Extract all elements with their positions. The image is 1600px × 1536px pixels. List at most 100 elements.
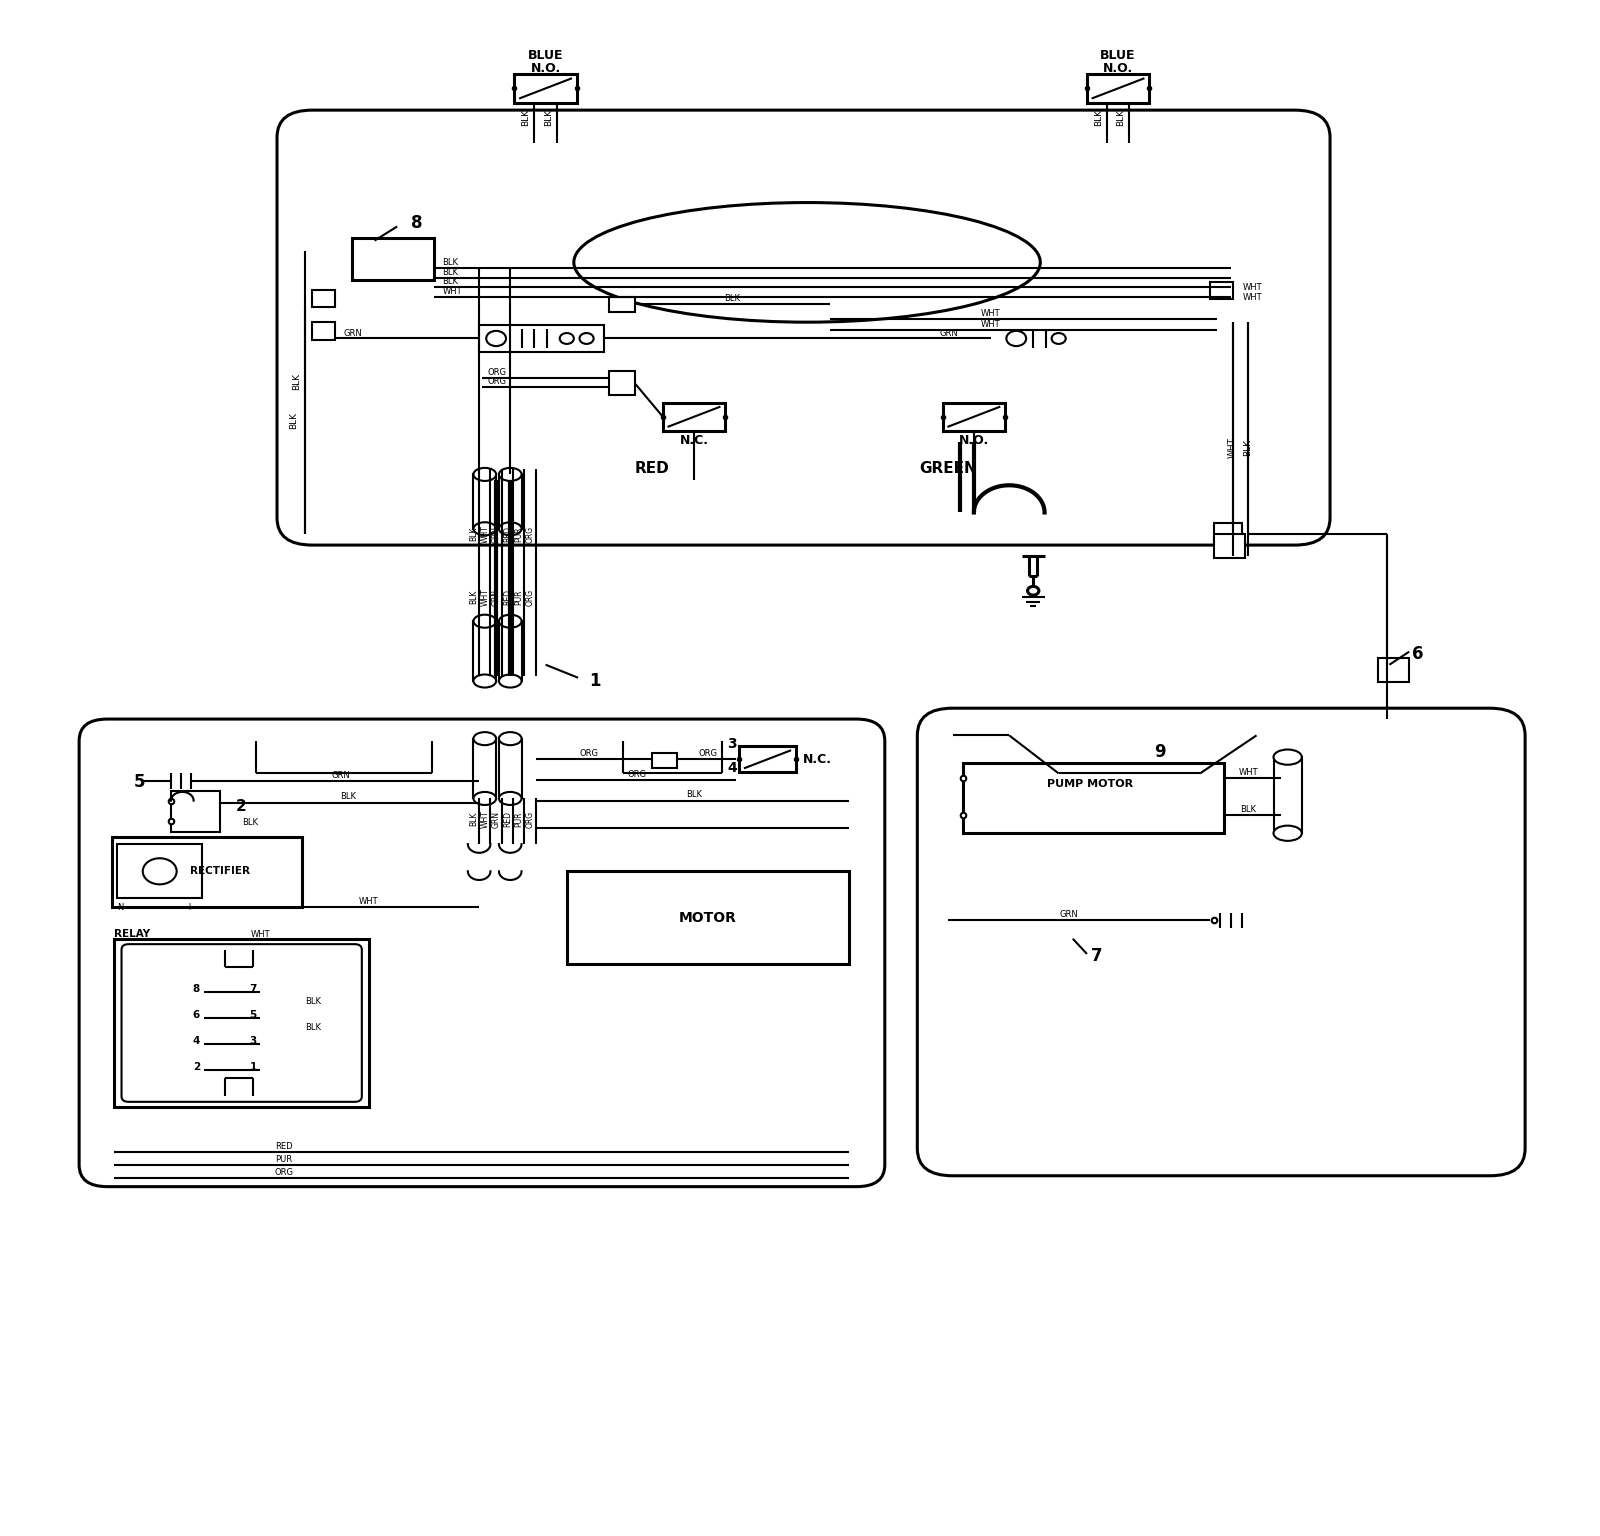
Text: BLK: BLK <box>1240 805 1256 814</box>
Text: BLK: BLK <box>442 267 458 276</box>
Bar <box>651 753 677 768</box>
Text: N.O.: N.O. <box>1102 63 1133 75</box>
Text: BLK: BLK <box>544 109 554 126</box>
Bar <box>115 938 370 1107</box>
Text: GRN: GRN <box>491 811 501 828</box>
Text: GRN: GRN <box>491 588 501 605</box>
Text: GRN: GRN <box>491 525 501 542</box>
Bar <box>963 762 1224 833</box>
Text: WHT: WHT <box>442 287 462 296</box>
Text: GRN: GRN <box>331 771 350 780</box>
Text: WHT: WHT <box>1243 293 1262 301</box>
Bar <box>352 238 434 280</box>
Text: 4: 4 <box>728 760 738 776</box>
Bar <box>499 739 522 799</box>
Text: N.C.: N.C. <box>803 753 832 766</box>
Bar <box>499 621 522 680</box>
Bar <box>112 837 302 908</box>
Text: PUR: PUR <box>275 1155 293 1164</box>
Bar <box>1214 524 1243 545</box>
Circle shape <box>1051 333 1066 344</box>
Ellipse shape <box>499 468 522 481</box>
Text: 6: 6 <box>194 1009 200 1020</box>
Bar <box>610 296 635 312</box>
Text: ORG: ORG <box>579 750 598 759</box>
Text: BLK: BLK <box>442 258 458 267</box>
Text: GREEN: GREEN <box>920 461 978 476</box>
Text: MOTOR: MOTOR <box>678 911 738 925</box>
Text: BLK: BLK <box>306 1023 322 1032</box>
Bar <box>1214 535 1245 558</box>
Text: ORG: ORG <box>525 525 534 542</box>
Ellipse shape <box>499 733 522 745</box>
Ellipse shape <box>1274 750 1302 765</box>
Text: BLK: BLK <box>442 278 458 286</box>
Text: 7: 7 <box>1091 948 1102 965</box>
Bar <box>312 290 334 307</box>
Text: N.O.: N.O. <box>531 63 560 75</box>
Text: PUR: PUR <box>514 590 523 605</box>
Text: RED: RED <box>502 590 512 605</box>
Ellipse shape <box>474 468 496 481</box>
Text: BLK: BLK <box>306 997 322 1006</box>
Text: ORG: ORG <box>525 811 534 828</box>
Text: GRN: GRN <box>1059 911 1078 920</box>
Bar <box>171 791 221 833</box>
Text: N: N <box>117 903 123 912</box>
FancyBboxPatch shape <box>917 708 1525 1175</box>
Text: 1: 1 <box>589 673 600 690</box>
Ellipse shape <box>499 614 522 628</box>
Text: +: + <box>186 902 194 912</box>
Text: 5: 5 <box>134 773 146 791</box>
Ellipse shape <box>499 793 522 805</box>
Text: 8: 8 <box>411 214 422 232</box>
Bar <box>610 372 635 395</box>
Bar <box>117 845 202 899</box>
Bar <box>1274 757 1302 833</box>
Text: BLUE: BLUE <box>1101 49 1136 63</box>
Bar <box>499 475 522 528</box>
Ellipse shape <box>499 674 522 688</box>
Text: BLK: BLK <box>1094 109 1102 126</box>
Text: BLK: BLK <box>1117 109 1125 126</box>
Text: 8: 8 <box>194 983 200 994</box>
Text: RELAY: RELAY <box>115 929 150 940</box>
Bar <box>566 871 850 963</box>
Text: 4: 4 <box>192 1035 200 1046</box>
Bar <box>1378 657 1410 682</box>
Text: 5: 5 <box>250 1009 256 1020</box>
Text: ORG: ORG <box>627 770 646 779</box>
Text: WHT: WHT <box>250 929 270 938</box>
Ellipse shape <box>474 793 496 805</box>
Text: BLK: BLK <box>686 790 702 799</box>
Text: BLK: BLK <box>290 412 299 429</box>
Ellipse shape <box>499 522 522 536</box>
Text: 2: 2 <box>194 1061 200 1072</box>
Ellipse shape <box>1274 826 1302 840</box>
Text: BLK: BLK <box>469 527 478 541</box>
Text: PUR: PUR <box>514 527 523 542</box>
Bar <box>942 402 1005 432</box>
Text: WHT: WHT <box>1229 436 1237 458</box>
Text: 6: 6 <box>1411 645 1424 664</box>
FancyBboxPatch shape <box>277 111 1330 545</box>
Ellipse shape <box>574 203 1040 323</box>
Text: WHT: WHT <box>1243 283 1262 292</box>
Text: RED: RED <box>502 811 512 826</box>
FancyBboxPatch shape <box>78 719 885 1187</box>
Text: WHT: WHT <box>480 588 490 607</box>
Text: BLK: BLK <box>293 373 301 390</box>
Text: RED: RED <box>634 461 669 476</box>
Circle shape <box>579 333 594 344</box>
Text: ORG: ORG <box>525 588 534 605</box>
Text: BLK: BLK <box>725 293 741 303</box>
Text: ORG: ORG <box>699 750 718 759</box>
Bar <box>478 326 603 352</box>
Text: PUR: PUR <box>514 811 523 826</box>
Ellipse shape <box>474 614 496 628</box>
Text: 3: 3 <box>728 737 738 751</box>
Text: 7: 7 <box>250 983 256 994</box>
Ellipse shape <box>474 674 496 688</box>
Text: 1: 1 <box>250 1061 256 1072</box>
Circle shape <box>1027 587 1038 594</box>
